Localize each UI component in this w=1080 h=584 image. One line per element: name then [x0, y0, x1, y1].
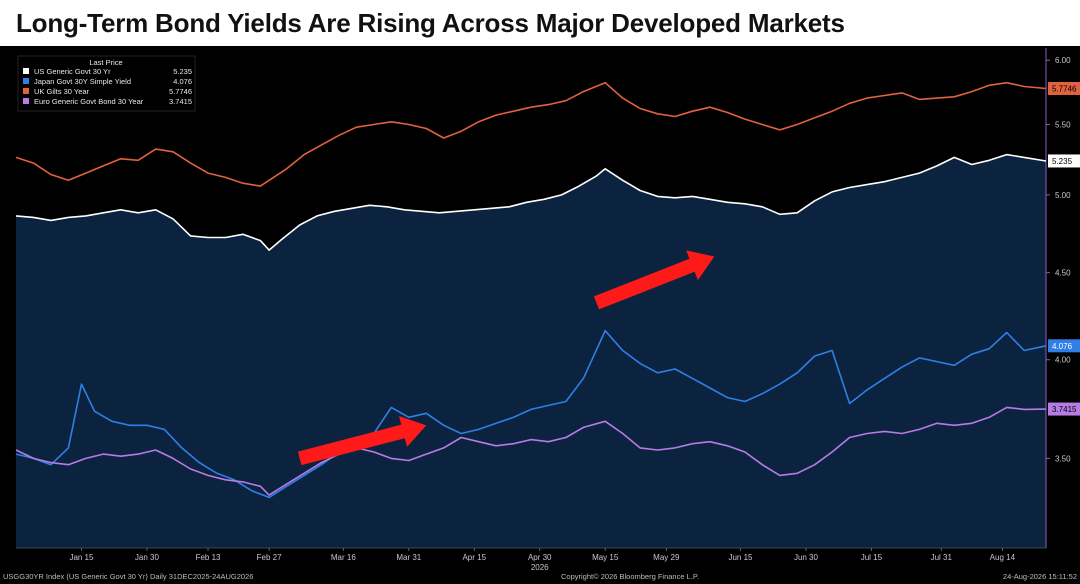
- last-price-tag-us-generic-govt-30-yr: 5.235: [1048, 154, 1080, 168]
- x-tick-label: May 29: [653, 553, 680, 562]
- chart-annotations: [297, 250, 715, 466]
- trend-arrow: [593, 250, 715, 310]
- last-price-tag-value: 4.076: [1052, 342, 1073, 351]
- x-tick-label: Jul 31: [931, 553, 953, 562]
- page-title: Long-Term Bond Yields Are Rising Across …: [16, 8, 845, 38]
- trend-arrow: [297, 415, 427, 466]
- legend-last-price: 5.7746: [169, 87, 192, 96]
- legend-header: Last Price: [89, 58, 122, 67]
- last-price-tag-bg: [1048, 81, 1080, 95]
- x-tick-label: Jun 30: [794, 553, 819, 562]
- legend-swatch: [23, 68, 29, 74]
- last-price-tag-bg: [1048, 154, 1080, 168]
- last-price-tag-value: 3.7415: [1052, 405, 1077, 414]
- x-tick-label: Jul 15: [861, 553, 883, 562]
- x-tick-label: Feb 13: [196, 553, 221, 562]
- last-price-tag-uk-gilts-30-year: 5.7746: [1048, 81, 1080, 95]
- series-line-japan-govt-30y-simple-yield: [15, 329, 1047, 499]
- legend-last-price: 5.235: [173, 67, 192, 76]
- legend-last-price: 3.7415: [169, 97, 192, 106]
- series-line-euro-generic-govt-bond-30-year: [15, 406, 1047, 496]
- last-price-tags: 5.235 4.076 5.7746 3.7415: [1048, 81, 1080, 416]
- legend-swatch: [23, 78, 29, 84]
- y-tick-label: 6.00: [1055, 56, 1071, 65]
- chart-legend: Last Price US Generic Govt 30 Yr 5.235 Jap…: [17, 55, 196, 112]
- last-price-tag-japan-govt-30y-simple-yield: 4.076: [1048, 339, 1080, 353]
- last-price-tag-bg: [1048, 339, 1080, 353]
- legend-box: [17, 55, 196, 112]
- x-year-label: 2026: [531, 563, 549, 572]
- legend-series-name: US Generic Govt 30 Yr: [34, 67, 111, 76]
- x-tick-label: Feb 27: [257, 553, 282, 562]
- y-tick-label: 5.50: [1055, 120, 1071, 129]
- y-tick-label: 5.00: [1055, 191, 1071, 200]
- chart-series: [15, 81, 1047, 499]
- footer-copyright: Copyright© 2026 Bloomberg Finance L.P.: [561, 572, 699, 581]
- x-tick-label: Jan 15: [69, 553, 94, 562]
- legend-swatch: [23, 98, 29, 104]
- legend-series-name: Euro Generic Govt Bond 30 Year: [34, 97, 144, 106]
- trend-arrow-shape: [297, 415, 427, 466]
- x-tick-label: Jun 15: [728, 553, 753, 562]
- legend-swatch: [23, 88, 29, 94]
- footer-timestamp: 24-Aug-2026 15:11:52: [1003, 572, 1077, 581]
- legend-series-name: UK Gilts 30 Year: [34, 87, 90, 96]
- chart-axes: 3.50 4.00 4.50 5.00 5.50 6.00 Jan 15 Jan 30 Feb …: [16, 48, 1071, 572]
- y-tick-label: 4.00: [1055, 356, 1071, 365]
- x-tick-label: Jan 30: [135, 553, 160, 562]
- legend-series-name: Japan Govt 30Y Simple Yield: [34, 77, 131, 86]
- line-chart: 3.50 4.00 4.50 5.00 5.50 6.00 Jan 15 Jan 30 Feb …: [3, 48, 1080, 581]
- us-series-area-fill: [16, 154, 1046, 548]
- series-line-us-generic-govt-30-yr: [15, 153, 1047, 251]
- x-tick-label: Aug 14: [990, 553, 1016, 562]
- last-price-tag-value: 5.235: [1052, 157, 1073, 166]
- last-price-tag-euro-generic-govt-bond-30-year: 3.7415: [1048, 402, 1080, 416]
- last-price-tag-value: 5.7746: [1052, 84, 1077, 93]
- us-area-fill: [16, 154, 1046, 548]
- trend-arrow-shape: [593, 250, 715, 310]
- x-tick-label: Mar 16: [331, 553, 356, 562]
- series-line-uk-gilts-30-year: [15, 81, 1047, 187]
- footer-index-description: USGG30YR Index (US Generic Govt 30 Yr) D…: [3, 572, 253, 581]
- x-tick-label: Apr 30: [528, 553, 552, 562]
- last-price-tag-bg: [1048, 402, 1080, 416]
- y-tick-label: 4.50: [1055, 269, 1071, 278]
- x-tick-label: May 15: [592, 553, 619, 562]
- y-tick-label: 3.50: [1055, 454, 1071, 463]
- x-tick-label: Mar 31: [396, 553, 421, 562]
- chart-frame: 3.50 4.00 4.50 5.00 5.50 6.00 Jan 15 Jan 30 Feb …: [0, 46, 1080, 584]
- x-tick-label: Apr 15: [462, 553, 486, 562]
- legend-last-price: 4.076: [173, 77, 192, 86]
- chart-footer: USGG30YR Index (US Generic Govt 30 Yr) D…: [3, 572, 1077, 581]
